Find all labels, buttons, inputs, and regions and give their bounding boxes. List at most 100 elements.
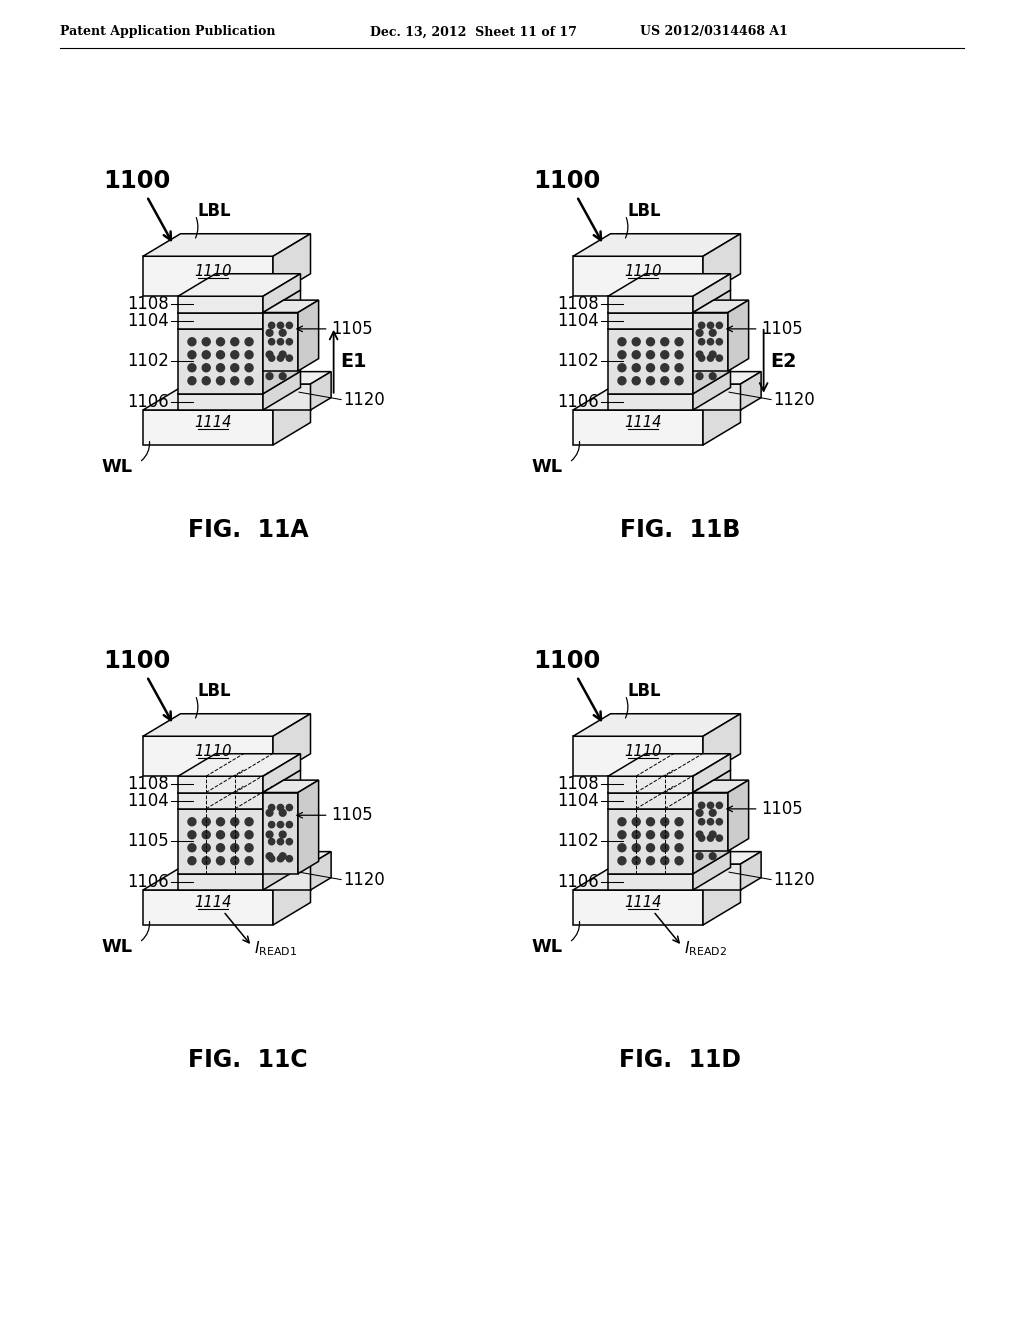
Circle shape bbox=[660, 338, 669, 346]
Text: WL: WL bbox=[531, 458, 563, 477]
Text: 1104: 1104 bbox=[128, 792, 169, 809]
Circle shape bbox=[188, 351, 196, 359]
Polygon shape bbox=[573, 256, 703, 296]
Circle shape bbox=[675, 364, 683, 372]
Text: 1120: 1120 bbox=[773, 871, 815, 888]
Polygon shape bbox=[310, 372, 331, 411]
Polygon shape bbox=[263, 865, 310, 890]
Polygon shape bbox=[273, 867, 310, 925]
Circle shape bbox=[278, 322, 284, 329]
Polygon shape bbox=[143, 737, 273, 776]
Circle shape bbox=[230, 857, 239, 865]
Circle shape bbox=[632, 351, 640, 359]
Text: 1114: 1114 bbox=[624, 895, 662, 909]
Text: 1104: 1104 bbox=[128, 312, 169, 330]
Circle shape bbox=[202, 857, 210, 865]
Circle shape bbox=[230, 818, 239, 826]
Polygon shape bbox=[573, 714, 740, 737]
Text: 1102: 1102 bbox=[557, 832, 599, 850]
Circle shape bbox=[646, 818, 654, 826]
Circle shape bbox=[287, 821, 293, 828]
Circle shape bbox=[245, 351, 253, 359]
Text: LBL: LBL bbox=[198, 682, 231, 700]
Circle shape bbox=[716, 803, 723, 808]
Polygon shape bbox=[263, 371, 300, 411]
Circle shape bbox=[646, 364, 654, 372]
Polygon shape bbox=[693, 787, 730, 874]
Text: 1108: 1108 bbox=[128, 296, 169, 313]
Circle shape bbox=[280, 372, 286, 380]
Polygon shape bbox=[178, 371, 300, 393]
Circle shape bbox=[632, 843, 640, 851]
Polygon shape bbox=[573, 234, 740, 256]
Polygon shape bbox=[178, 296, 263, 313]
Polygon shape bbox=[608, 371, 730, 393]
Text: E1: E1 bbox=[340, 351, 367, 371]
Circle shape bbox=[716, 355, 723, 362]
Polygon shape bbox=[573, 411, 703, 445]
Text: 1105: 1105 bbox=[761, 800, 803, 818]
Text: WL: WL bbox=[531, 939, 563, 957]
Polygon shape bbox=[263, 372, 331, 384]
Circle shape bbox=[188, 843, 196, 851]
Circle shape bbox=[708, 818, 714, 825]
Polygon shape bbox=[608, 809, 693, 874]
Circle shape bbox=[660, 351, 669, 359]
Polygon shape bbox=[728, 300, 749, 371]
Circle shape bbox=[660, 857, 669, 865]
Polygon shape bbox=[693, 865, 740, 890]
Text: 1104: 1104 bbox=[557, 312, 599, 330]
Circle shape bbox=[660, 830, 669, 838]
Polygon shape bbox=[608, 290, 730, 313]
Text: 1105: 1105 bbox=[761, 319, 803, 338]
Polygon shape bbox=[263, 384, 310, 411]
Polygon shape bbox=[703, 388, 740, 445]
Polygon shape bbox=[178, 306, 300, 329]
Polygon shape bbox=[143, 234, 310, 256]
Circle shape bbox=[278, 339, 284, 345]
Polygon shape bbox=[263, 851, 300, 890]
Polygon shape bbox=[703, 234, 740, 296]
Polygon shape bbox=[693, 384, 740, 411]
Circle shape bbox=[617, 830, 626, 838]
Circle shape bbox=[202, 338, 210, 346]
Text: 1120: 1120 bbox=[344, 391, 385, 409]
Text: 1120: 1120 bbox=[344, 871, 385, 888]
Polygon shape bbox=[703, 867, 740, 925]
Circle shape bbox=[646, 351, 654, 359]
Polygon shape bbox=[573, 388, 740, 411]
Polygon shape bbox=[310, 851, 331, 890]
Text: $I_{\mathregular{READ2}}$: $I_{\mathregular{READ2}}$ bbox=[684, 940, 727, 958]
Circle shape bbox=[278, 855, 284, 862]
Circle shape bbox=[696, 351, 702, 358]
Polygon shape bbox=[178, 776, 263, 792]
Polygon shape bbox=[178, 290, 300, 313]
Circle shape bbox=[280, 832, 286, 838]
Text: FIG.  11B: FIG. 11B bbox=[620, 517, 740, 543]
Circle shape bbox=[268, 322, 274, 329]
Circle shape bbox=[268, 838, 274, 845]
Circle shape bbox=[268, 355, 274, 362]
Text: 1100: 1100 bbox=[103, 169, 170, 193]
Text: LBL: LBL bbox=[198, 202, 231, 220]
Circle shape bbox=[646, 338, 654, 346]
Text: 1104: 1104 bbox=[557, 792, 599, 809]
Text: 1108: 1108 bbox=[557, 775, 599, 793]
Circle shape bbox=[708, 803, 714, 808]
Text: 1114: 1114 bbox=[624, 414, 662, 430]
Polygon shape bbox=[608, 306, 730, 329]
Circle shape bbox=[698, 355, 705, 362]
Circle shape bbox=[617, 351, 626, 359]
Text: 1110: 1110 bbox=[194, 264, 231, 279]
Polygon shape bbox=[693, 851, 730, 890]
Circle shape bbox=[280, 853, 286, 859]
Circle shape bbox=[696, 330, 702, 337]
Circle shape bbox=[646, 830, 654, 838]
Circle shape bbox=[696, 832, 702, 838]
Circle shape bbox=[632, 364, 640, 372]
Circle shape bbox=[202, 376, 210, 384]
Circle shape bbox=[266, 853, 273, 859]
Polygon shape bbox=[298, 300, 318, 371]
Polygon shape bbox=[573, 867, 740, 890]
Circle shape bbox=[632, 857, 640, 865]
